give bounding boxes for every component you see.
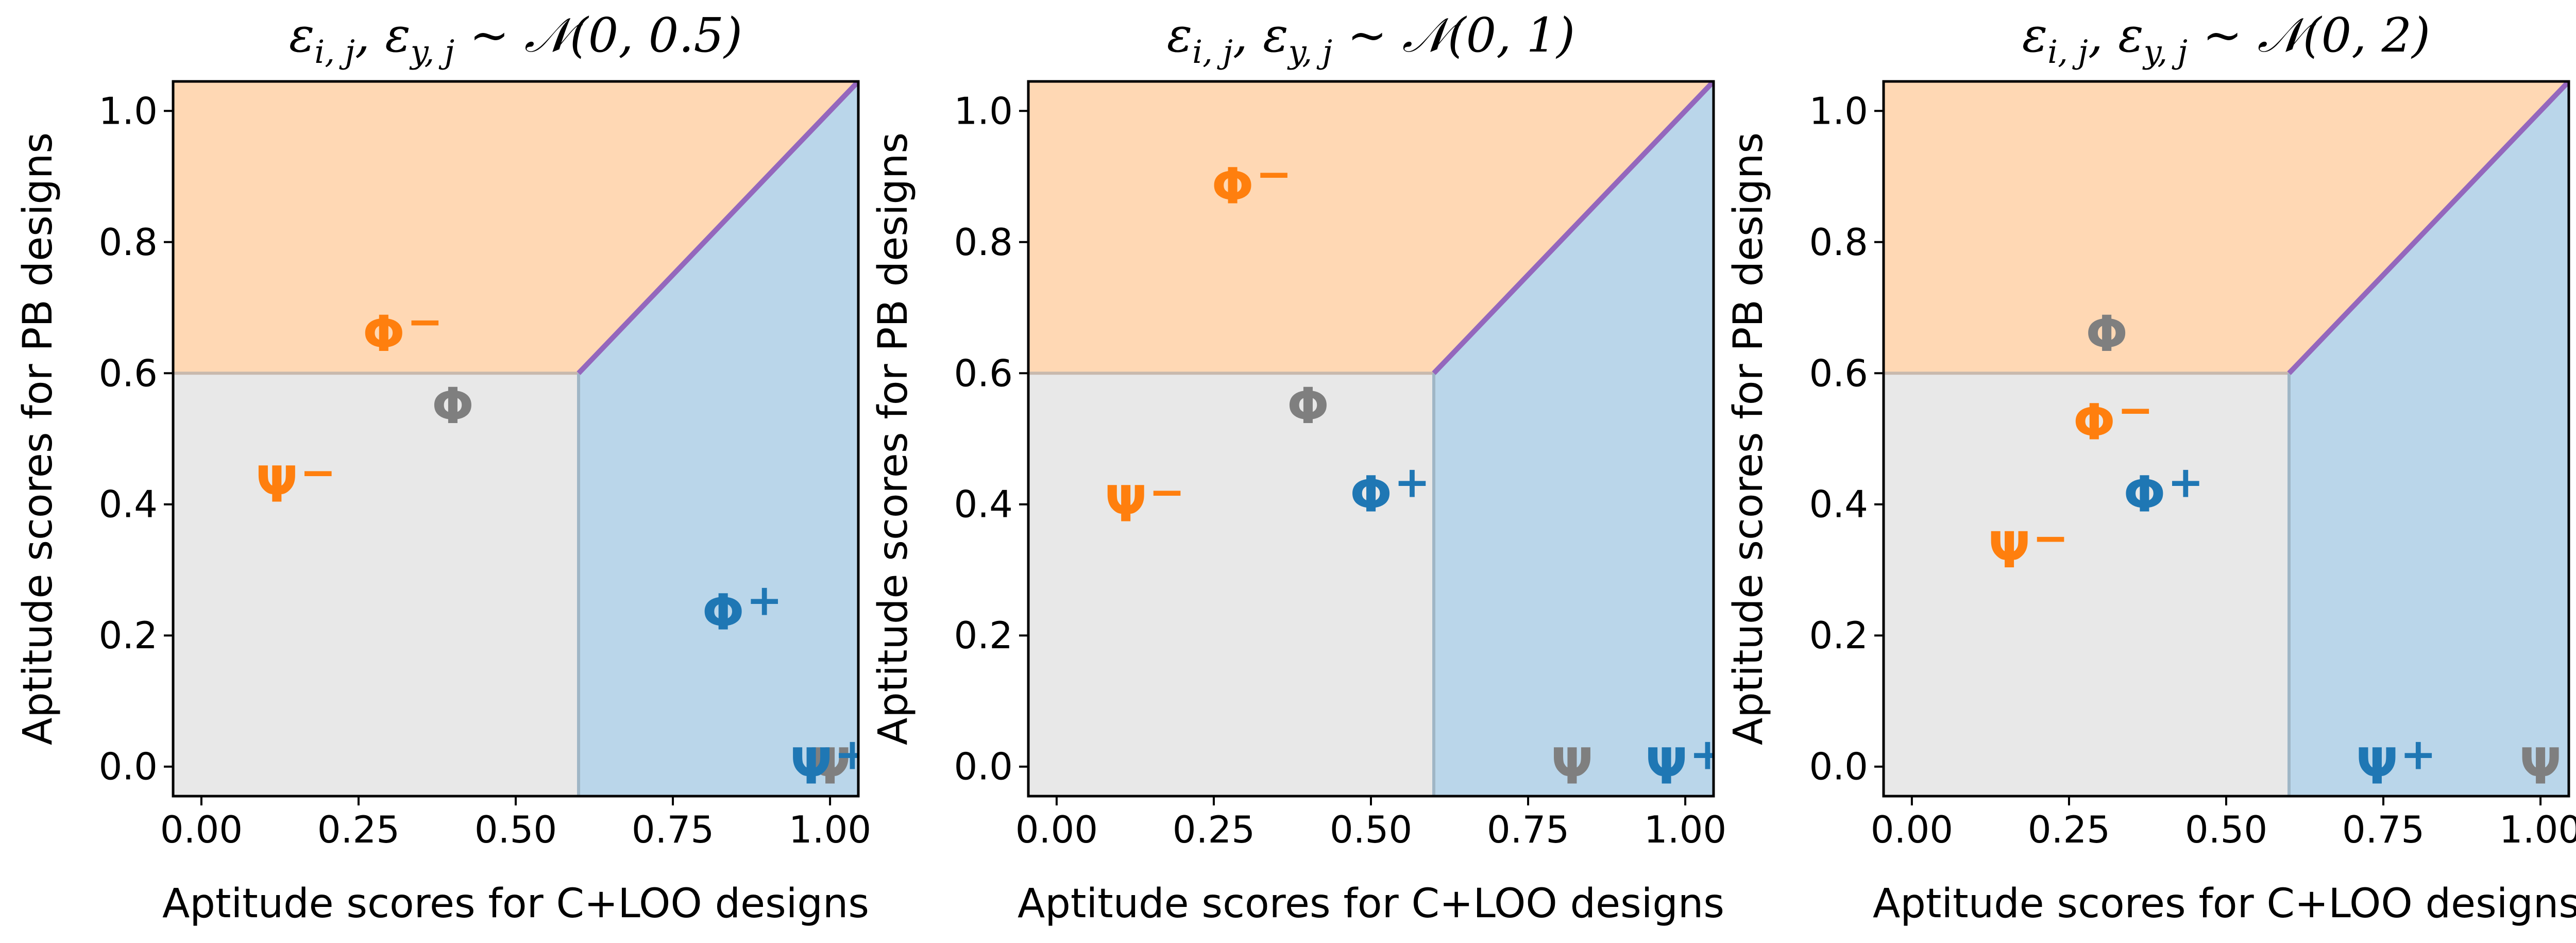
x-tick-label: 0.75 — [632, 808, 714, 851]
y-tick-label: 0.6 — [954, 351, 1013, 395]
y-tick-label: 0.8 — [1809, 221, 1868, 264]
subplot-3: ΦΦ −Φ +Ψ −Ψ + Ψ0.00 0.25 0.50 0.75 1.000.00.20.40… — [1725, 8, 2576, 927]
data-point-4-superscript: + — [1394, 457, 1430, 508]
x-tick-label: 0.75 — [1487, 808, 1569, 851]
data-point-6-superscript: + — [834, 729, 870, 780]
data-point-1: Φ — [1212, 158, 1254, 215]
x-tick-label: 0.75 — [2342, 808, 2425, 851]
y-tick-label: 0.8 — [98, 221, 158, 264]
y-tick-label: 0.0 — [1809, 745, 1868, 788]
data-point-6: Ψ — [1646, 738, 1688, 796]
diagonal-line — [577, 81, 858, 375]
y-tick-label: 0.4 — [954, 483, 1013, 526]
subplot-title: εi, j, εy, j ~ 𝒩(0, 1) — [1167, 8, 1575, 71]
y-axis-label: Aptitude scores for PB designs — [15, 132, 61, 745]
neutral-region — [1884, 373, 2290, 796]
neutral-region — [173, 373, 579, 796]
pb-better-region — [1884, 81, 2569, 374]
x-tick-label: 0.25 — [1173, 808, 1255, 851]
y-axis-label: Aptitude scores for PB designs — [870, 132, 917, 745]
x-tick-label: 0.50 — [2185, 808, 2267, 851]
neutral-region — [1028, 373, 1434, 796]
y-tick-label: 0.8 — [954, 221, 1013, 264]
data-point-2: Φ — [1287, 377, 1329, 435]
pb-better-region — [173, 81, 858, 374]
x-tick-label: 1.00 — [789, 808, 871, 851]
subplot-title: εi, j, εy, j ~ 𝒩(0, 2) — [2022, 8, 2430, 71]
data-point-4: Ψ — [1988, 521, 2030, 579]
data-point-6: Ψ — [790, 738, 833, 796]
data-point-3-superscript: + — [2167, 457, 2204, 508]
y-tick-label: 0.2 — [954, 614, 1013, 657]
y-tick-label: 0.4 — [1809, 483, 1868, 526]
cloo-better-region — [2289, 81, 2569, 796]
y-tick-label: 0.2 — [98, 614, 158, 657]
pb-better-region — [1028, 81, 1714, 374]
x-axis-label: Aptitude scores for C+LOO designs — [162, 881, 869, 927]
data-point-3: Φ — [2124, 466, 2166, 524]
subplot-1: Φ −ΦΨ −Φ +ΨΨ +0.00 0.25 0.50 0.75 1.000.00.20.40… — [15, 8, 871, 927]
data-point-2-superscript: − — [2117, 385, 2154, 435]
y-tick-label: 0.6 — [98, 351, 158, 395]
x-tick-label: 1.00 — [2499, 808, 2576, 851]
data-point-4-superscript: + — [746, 575, 782, 626]
y-axis-label: Aptitude scores for PB designs — [1725, 132, 1772, 745]
subplot-title: εi, j, εy, j ~ 𝒩(0, 0.5) — [289, 8, 742, 71]
data-point-1-superscript: − — [407, 296, 443, 347]
data-point-1-superscript: − — [1256, 149, 1292, 199]
y-tick-label: 1.0 — [954, 89, 1013, 132]
x-tick-label: 0.25 — [2028, 808, 2110, 851]
subplot-2: Φ −ΦΨ − Φ +Ψ Ψ +0.00 0.25 0.50 0.75 1.000.00.20.40… — [870, 8, 1726, 927]
data-point-4: Φ — [702, 584, 744, 642]
x-tick-label: 0.00 — [160, 808, 243, 851]
y-tick-label: 0.0 — [954, 745, 1013, 788]
data-point-3-superscript: − — [1149, 467, 1185, 517]
x-tick-label: 0.50 — [1330, 808, 1412, 851]
data-point-2: Φ — [432, 377, 474, 435]
data-point-5: Ψ — [809, 738, 851, 796]
y-tick-label: 0.6 — [1809, 351, 1868, 395]
x-tick-label: 1.00 — [1644, 808, 1726, 851]
data-point-3: Ψ — [1105, 476, 1147, 533]
data-point-4-superscript: − — [2032, 513, 2069, 563]
data-point-5: Ψ — [1551, 738, 1594, 796]
x-tick-label: 0.50 — [474, 808, 557, 851]
plot-area: ΦΦ −Φ +Ψ −Ψ + Ψ — [1884, 81, 2569, 796]
data-point-6: Ψ — [2519, 738, 2562, 796]
y-tick-label: 0.4 — [98, 483, 158, 526]
x-axis-label: Aptitude scores for C+LOO designs — [1018, 881, 1724, 927]
data-point-3-superscript: − — [300, 447, 336, 498]
data-point-5: Ψ — [2356, 738, 2398, 796]
plot-area: Φ−ΦΨ−Φ+ΨΨ+ — [173, 81, 870, 796]
y-tick-label: 0.0 — [98, 745, 158, 788]
y-tick-label: 1.0 — [98, 89, 158, 132]
data-point-5-superscript: + — [2400, 729, 2436, 780]
x-axis-label: Aptitude scores for C+LOO designs — [1873, 881, 2576, 927]
data-point-6-superscript: + — [1689, 729, 1725, 780]
x-tick-label: 0.00 — [1015, 808, 1098, 851]
data-point-4: Φ — [1350, 466, 1392, 524]
data-point-1: Φ — [363, 305, 405, 363]
cloo-better-region — [1434, 81, 1714, 796]
cloo-better-region — [579, 81, 858, 796]
data-point-3: Ψ — [256, 456, 298, 514]
diagonal-line — [1432, 81, 1714, 375]
y-tick-label: 1.0 — [1809, 89, 1868, 132]
diagonal-line — [2287, 81, 2569, 375]
x-tick-label: 0.00 — [1871, 808, 1953, 851]
data-point-1: Φ — [2086, 305, 2128, 363]
data-point-2: Φ — [2073, 394, 2115, 451]
y-tick-label: 0.2 — [1809, 614, 1868, 657]
x-tick-label: 0.25 — [317, 808, 400, 851]
